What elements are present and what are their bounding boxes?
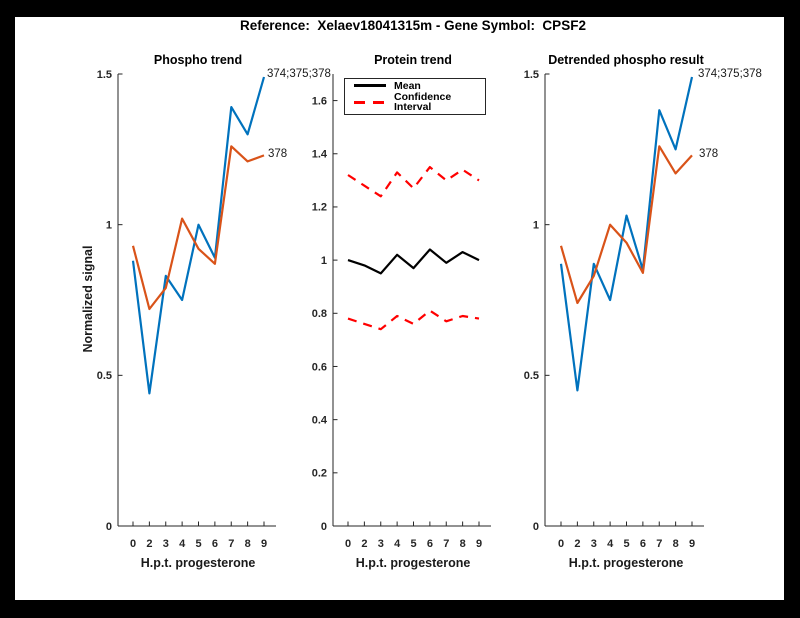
x-tick-label: 7 [228,538,234,550]
series-end-label-blue-1: 374;375;378 [267,68,331,80]
subplot-title-protein-trend: Protein trend [374,53,452,67]
series-line-confidence-interval-upper [347,166,480,198]
subplot-2: 00.20.40.60.811.21.41.60 2 3 4 5 6 7 8 9 [312,74,491,550]
y-tick-label: 1 [106,219,112,231]
x-tick-label: 3 [591,538,597,550]
y-tick-label: 0.5 [524,370,539,382]
y-tick-label: 0.5 [97,370,112,382]
x-tick-label: 7 [656,538,662,550]
series-line-374-375-378 [131,76,266,395]
x-tick-label: 6 [212,538,218,550]
x-tick-label: 8 [245,538,251,550]
subplot-1: 00.511.50 2 3 4 5 6 7 8 9 [97,69,276,550]
x-tick-label: 9 [689,538,695,550]
y-tick-label: 1.5 [97,69,112,81]
legend-entry-mean: Mean [345,79,485,92]
x-tick-label: 3 [163,538,169,550]
x-tick-label: 7 [443,538,449,550]
x-tick-label: 0 [130,538,136,550]
series-line-confidence-interval-lower [347,309,480,331]
series-end-label-blue-3: 374;375;378 [698,68,762,80]
x-axis-label-1: H.p.t. progesterone [140,556,256,570]
y-tick-label: 0 [106,521,112,533]
legend-entry-confidence-interval: Confidence Interval [345,90,485,113]
y-tick-label: 0.6 [312,361,327,373]
legend: Mean Confidence Interval [344,78,486,115]
figure-title: Reference: Xelaev18041315m - Gene Symbol… [240,18,586,33]
subplot-title-phospho-trend: Phospho trend [153,53,243,67]
x-tick-label: 5 [623,538,629,550]
x-tick-label: 8 [673,538,679,550]
x-tick-label: 4 [607,538,614,550]
y-tick-label: 0.2 [312,468,327,480]
x-tick-label: 3 [378,538,384,550]
x-tick-label: 4 [394,538,401,550]
series-end-label-orange-3: 378 [699,148,719,160]
x-tick-label: 0 [558,538,564,550]
y-tick-label: 1.5 [524,69,539,81]
x-tick-label: 5 [195,538,201,550]
y-tick-label: 0.8 [312,308,327,320]
x-tick-label: 2 [146,538,152,550]
subplot-3: 00.511.50 2 3 4 5 6 7 8 9 [524,69,704,550]
series-line-mean [347,248,480,275]
x-tick-label: 2 [574,538,580,550]
y-tick-label: 1 [533,219,539,231]
series-line-378 [131,145,265,311]
confidence-interval-line-sample [354,100,386,104]
x-axis-label-2: H.p.t. progesterone [355,556,471,570]
legend-label-mean: Mean [394,79,421,92]
y-tick-label: 0 [321,521,327,533]
x-tick-label: 0 [345,538,351,550]
x-tick-label: 5 [410,538,416,550]
x-tick-label: 6 [640,538,646,550]
series-end-label-orange-1: 378 [268,148,288,160]
legend-label-confidence-interval: Confidence Interval [394,90,452,113]
x-tick-label: 9 [261,538,267,550]
series-line-374-375-378 [559,76,694,392]
y-tick-label: 1.2 [312,202,327,214]
y-tick-label: 1.6 [312,95,327,107]
y-tick-label: 1.4 [312,149,328,161]
mean-line-sample [354,84,386,88]
x-tick-label: 6 [427,538,433,550]
x-tick-label: 8 [460,538,466,550]
y-tick-label: 1 [321,255,327,267]
x-tick-label: 2 [361,538,367,550]
subplot-title-detrended-phospho: Detrended phospho result [548,53,704,67]
x-axis-label-3: H.p.t. progesterone [568,556,684,570]
x-tick-label: 4 [179,538,186,550]
y-tick-label: 0 [533,521,539,533]
y-tick-label: 0.4 [312,414,328,426]
x-tick-label: 9 [476,538,482,550]
series-line-378 [559,145,693,305]
